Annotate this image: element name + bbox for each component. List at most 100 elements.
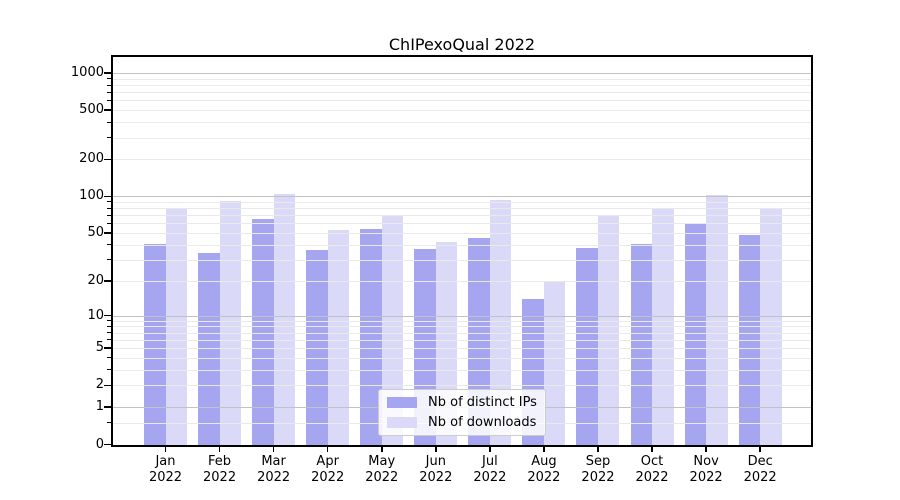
y-axis-minor-tick [107,207,111,209]
grid-layer [113,57,811,445]
y-gridline-minor [113,244,811,246]
legend-swatch-distinct-ips-icon [387,397,417,408]
x-axis-year: 2022 [689,469,723,485]
y-axis-minor-tick [107,339,111,341]
y-axis-tick [104,72,111,74]
y-gridline-minor [113,348,811,350]
y-axis-minor-tick [107,201,111,203]
y-axis-minor-tick [107,137,111,139]
x-axis-year: 2022 [473,469,507,485]
y-gridline-minor [113,223,811,225]
y-axis-tick [104,195,111,198]
y-gridline-minor [113,78,811,80]
y-axis-minor-tick [107,91,111,93]
bar-downloads-may [381,215,404,445]
x-axis-tick [759,447,761,452]
y-axis-tick-label: 0 [95,436,104,452]
bar-downloads-jul [489,200,512,445]
x-axis-tick-label: May 2022 [350,454,414,485]
y-axis-minor-tick [107,99,111,101]
legend-label: Nb of downloads [428,415,537,430]
plot-area [111,55,813,447]
bar-downloads-apr [327,230,350,445]
x-axis-month: Sep [585,454,611,469]
y-gridline-minor [113,233,811,235]
x-axis-month: Jul [482,454,498,469]
x-axis-tick [272,447,275,452]
x-axis-tick [435,447,437,452]
y-axis-tick-label: 100 [79,188,104,204]
y-gridline-minor [113,280,811,282]
y-axis-minor-tick [107,422,111,424]
y-axis-minor-tick [107,259,111,261]
y-axis-minor-tick [107,347,111,349]
legend: Nb of distinct IPs Nb of downloads [378,389,546,436]
x-axis-tick-label: Aug 2022 [512,454,576,485]
y-gridline-minor [113,159,811,161]
bar-distinct-ips-sep [576,247,598,445]
y-axis-tick-label: 2 [95,377,104,393]
x-axis-year: 2022 [419,469,453,485]
bar-distinct-ips-may [360,229,382,445]
x-axis-month: Feb [208,454,232,469]
x-axis-tick-label: Jan 2022 [134,454,198,485]
legend-item: Nb of downloads [387,415,538,430]
x-axis-tick-label: Oct 2022 [620,454,684,485]
y-axis-minor-tick [107,78,111,80]
chart-title: ChIPexoQual 2022 [388,35,536,54]
x-axis-year: 2022 [365,469,399,485]
x-axis-tick-label: Nov 2022 [674,454,738,485]
x-axis-tick [705,447,707,452]
y-gridline-major [113,73,811,75]
y-axis-minor-tick [107,280,111,282]
y-axis-minor-tick [107,369,111,371]
bar-distinct-ips-jan [144,243,166,445]
x-axis-month: Apr [316,454,339,469]
bar-distinct-ips-nov [684,222,707,445]
legend-swatch-downloads-icon [387,417,417,428]
y-gridline-minor [113,201,811,203]
y-axis-minor-tick [107,214,111,216]
y-gridline-minor [113,208,811,210]
y-axis-minor-tick [107,158,111,160]
x-axis-year: 2022 [311,469,345,485]
x-axis-year: 2022 [203,469,237,485]
y-axis-minor-tick [107,357,111,359]
x-axis-month: Aug [531,454,557,469]
x-axis-year: 2022 [257,469,291,485]
y-axis-tick-label: 200 [79,151,104,167]
bar-downloads-nov [706,194,728,445]
y-gridline-minor [113,85,811,87]
y-axis-minor-tick [107,325,111,327]
y-gridline-minor [113,122,811,124]
x-axis-year: 2022 [743,469,777,485]
y-axis-minor-tick [107,232,111,234]
legend-label: Nb of distinct IPs [428,395,537,410]
y-axis-minor-tick [107,384,111,386]
y-gridline-minor [113,100,811,102]
x-axis-month: Jun [425,454,446,469]
x-axis-tick [597,447,599,452]
y-axis-tick-label: 10 [87,307,104,323]
bar-distinct-ips-apr [306,250,328,445]
y-axis-tick [104,406,111,409]
x-axis-month: May [368,454,396,469]
x-axis-tick [651,447,653,452]
y-axis-minor-tick [107,109,111,111]
x-axis-tick [218,447,221,452]
x-axis-month: Oct [640,454,664,469]
x-axis-tick-label: Mar 2022 [242,454,306,485]
y-axis-minor-tick [107,121,111,123]
y-gridline-minor [113,326,811,328]
y-gridline-minor [113,320,811,322]
x-axis-month: Nov [693,454,719,469]
y-gridline-minor [113,137,811,139]
y-axis-tick [104,314,111,317]
y-axis-minor-tick [107,332,111,334]
x-axis-tick-label: Apr 2022 [296,454,360,485]
x-axis-month: Mar [261,454,286,469]
y-axis-tick-label: 1 [95,399,104,415]
x-axis-year: 2022 [527,469,561,485]
bar-distinct-ips-feb [198,253,220,445]
